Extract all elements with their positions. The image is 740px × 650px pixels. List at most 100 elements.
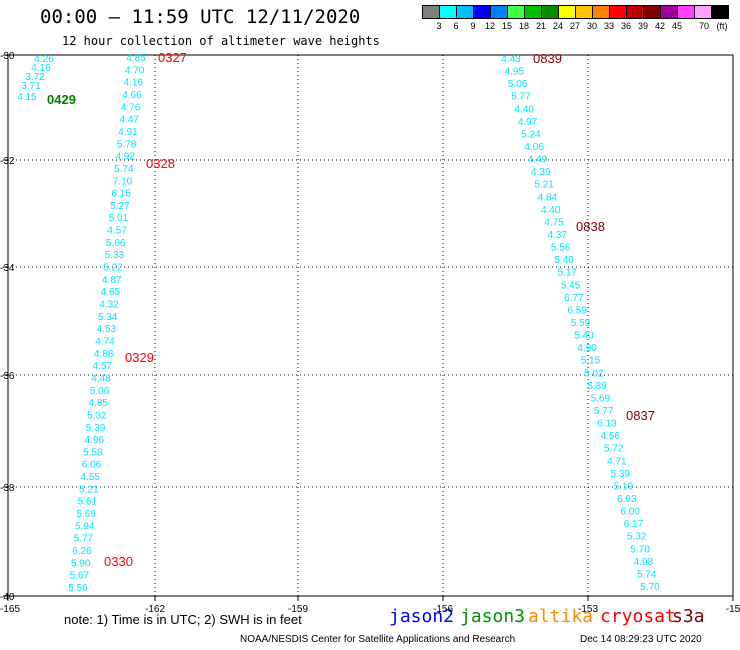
scale-label: 24 (552, 21, 564, 31)
wave-height-label: 6.00 (620, 507, 640, 518)
track-time-label: 0837 (626, 408, 655, 423)
wave-height-label: 5.61 (78, 497, 98, 508)
wave-height-label: 5.77 (594, 406, 614, 417)
scale-label: 15 (501, 21, 513, 31)
wave-height-label: 5.45 (561, 280, 581, 291)
wave-height-label: 5.34 (98, 312, 118, 323)
wave-height-label: 5.77 (74, 534, 94, 545)
track-time-label: 0330 (104, 554, 133, 569)
x-tick-label: -15 (726, 604, 740, 615)
wave-height-label: 5.74 (114, 164, 134, 175)
wave-height-label: 4.48 (91, 373, 111, 384)
wave-height-label: 4.26 (34, 54, 54, 65)
wave-height-label: 5.70 (640, 582, 660, 593)
track-time-label: 0327 (158, 50, 187, 65)
wave-height-label: 5.90 (71, 558, 91, 569)
wave-height-label: 5.02 (584, 368, 604, 379)
wave-height-label: 6.77 (564, 293, 584, 304)
wave-height-label: 5.89 (587, 381, 607, 392)
wave-height-label: 5.67 (70, 571, 90, 582)
wave-height-label: 5.40 (554, 255, 574, 266)
wave-height-label: 4.65 (101, 287, 121, 298)
scale-label: 18 (518, 21, 530, 31)
x-tick-label: -156 (433, 604, 453, 615)
wave-height-label: 4.43 (501, 54, 521, 65)
wave-height-label: 4.90 (577, 343, 597, 354)
color-scale (422, 5, 729, 21)
scale-label: 6 (453, 21, 459, 31)
x-tick-label: -165 (0, 604, 20, 615)
track-time-label: 0328 (146, 156, 175, 171)
wave-height-label: 5.21 (79, 484, 99, 495)
y-tick-label: -40 (0, 592, 15, 603)
y-tick-label: -32 (0, 156, 15, 167)
legend-item-altika: altika (528, 606, 594, 627)
wave-height-label: 5.56 (68, 583, 88, 594)
map-title: 00:00 – 11:59 UTC 12/11/2020 (40, 6, 361, 28)
scale-label: 70 (698, 21, 710, 31)
wave-height-label: 4.70 (125, 65, 145, 76)
wave-height-label: 4.40 (515, 104, 535, 115)
wave-height-label: 5.27 (110, 201, 130, 212)
wave-height-label: 6.26 (72, 546, 92, 557)
wave-height-label: 5.77 (511, 92, 531, 103)
wave-height-label: 4.88 (94, 349, 114, 360)
wave-height-label: 4.57 (93, 361, 113, 372)
wave-height-label: 6.13 (597, 419, 617, 430)
wave-height-label: 4.85 (126, 53, 146, 64)
wave-height-label: 5.74 (637, 569, 657, 580)
wave-height-label: 4.16 (31, 63, 51, 74)
scale-label: 27 (569, 21, 581, 31)
wave-height-label: 5.94 (75, 521, 95, 532)
wave-height-label: 5.69 (76, 509, 96, 520)
wave-height-label: 4.39 (531, 167, 551, 178)
wave-height-label: 4.55 (80, 472, 100, 483)
wave-height-label: 4.53 (97, 324, 117, 335)
wave-height-label: 5.06 (90, 386, 110, 397)
wave-height-label: 4.76 (121, 102, 141, 113)
wave-height-label: 6.03 (617, 494, 637, 505)
wave-height-label: 4.92 (115, 152, 135, 163)
wave-height-label: 5.59 (571, 318, 591, 329)
scale-swatch (711, 5, 729, 19)
wave-height-label: 5.32 (627, 532, 647, 543)
wave-height-label: 7.10 (113, 176, 133, 187)
wave-height-label: 5.66 (106, 238, 126, 249)
scale-label: 33 (603, 21, 615, 31)
scale-label: (ft) (716, 21, 728, 31)
wave-height-label: 5.19 (614, 481, 634, 492)
wave-height-label: 5.32 (87, 410, 107, 421)
wave-height-label: 5.39 (610, 469, 630, 480)
map-subtitle: 12 hour collection of altimeter wave hei… (62, 34, 380, 48)
wave-height-label: 6.17 (624, 519, 644, 530)
track-time-label: 0839 (533, 51, 562, 66)
wave-height-label: 4.91 (118, 127, 138, 138)
wave-height-label: 4.49 (528, 155, 548, 166)
note-text: note: 1) Time is in UTC; 2) SWH is in fe… (64, 612, 302, 627)
track-time-label: 0429 (47, 92, 76, 107)
wave-height-label: 5.78 (117, 139, 137, 150)
wave-height-label: 4.84 (538, 192, 558, 203)
wave-height-label: 4.97 (518, 117, 538, 128)
wave-height-label: 4.47 (120, 115, 140, 126)
scale-label: 45 (671, 21, 683, 31)
wave-height-label: 4.71 (607, 456, 627, 467)
wave-height-label: 4.96 (84, 435, 104, 446)
y-tick-label: -30 (0, 51, 15, 62)
wave-height-label: 4.40 (541, 205, 561, 216)
scale-label: 42 (654, 21, 666, 31)
scale-label: 9 (470, 21, 476, 31)
wave-height-label: 5.56 (551, 243, 571, 254)
x-tick-label: -153 (578, 604, 598, 615)
wave-height-label: 5.24 (521, 129, 541, 140)
wave-height-label: 5.17 (558, 268, 578, 279)
wave-height-label: 6.06 (82, 460, 102, 471)
track-time-label: 0838 (576, 219, 605, 234)
x-tick-label: -162 (145, 604, 165, 615)
legend-item-jason2: jason2 (389, 606, 455, 627)
wave-height-label: 5.33 (105, 250, 125, 261)
wave-height-label: 4.57 (107, 226, 127, 237)
wave-height-label: 4.06 (524, 142, 544, 153)
legend-item-jason3: jason3 (460, 606, 526, 627)
